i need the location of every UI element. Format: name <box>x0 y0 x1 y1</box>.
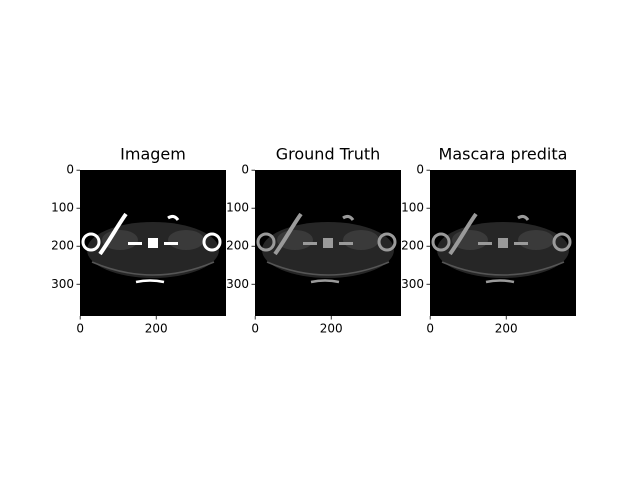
ct-image <box>80 170 226 316</box>
y-tick-label: 200 <box>51 239 74 253</box>
tick-labels: 0 100 200 300 0 200 0 100 200 300 0 200 0 100 200 300 0 2… <box>51 163 518 336</box>
y-tick-label: 0 <box>241 163 249 177</box>
x-tick-label: 200 <box>145 322 168 336</box>
x-tick-label: 200 <box>320 322 343 336</box>
y-tick-label: 200 <box>401 239 424 253</box>
y-tick-label: 0 <box>66 163 74 177</box>
y-tick-label: 200 <box>226 239 249 253</box>
x-tick-label: 0 <box>251 322 259 336</box>
y-tick-label: 100 <box>401 201 424 215</box>
y-tick-label: 0 <box>416 163 424 177</box>
axes-title: Mascara predita <box>439 145 568 164</box>
x-tick-label: 200 <box>495 322 518 336</box>
ct-image <box>255 170 401 316</box>
y-tick-label: 300 <box>226 277 249 291</box>
y-tick-label: 300 <box>51 277 74 291</box>
axes-title: Ground Truth <box>276 145 381 164</box>
image-panel <box>80 170 576 316</box>
titles: Imagem Ground Truth Mascara predita <box>120 145 567 164</box>
y-tick-label: 300 <box>401 277 424 291</box>
x-tick-label: 0 <box>76 322 84 336</box>
ct-image <box>430 170 576 316</box>
y-tick-label: 100 <box>51 201 74 215</box>
axes-title: Imagem <box>120 145 186 164</box>
y-tick-label: 100 <box>226 201 249 215</box>
x-tick-label: 0 <box>426 322 434 336</box>
